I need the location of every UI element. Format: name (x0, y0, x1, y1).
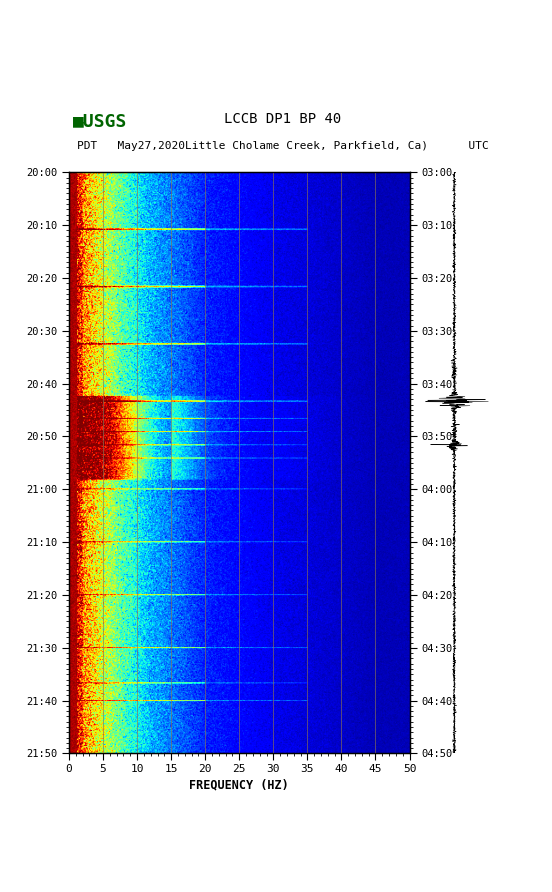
Text: 45: 45 (369, 764, 382, 773)
Text: PDT   May27,2020Little Cholame Creek, Parkfield, Ca)      UTC: PDT May27,2020Little Cholame Creek, Park… (77, 141, 489, 151)
Text: FREQUENCY (HZ): FREQUENCY (HZ) (189, 779, 289, 792)
Text: 50: 50 (403, 764, 416, 773)
Text: 20: 20 (199, 764, 212, 773)
Text: 35: 35 (301, 764, 314, 773)
Text: LCCB DP1 BP 40: LCCB DP1 BP 40 (224, 112, 342, 127)
Text: 30: 30 (267, 764, 280, 773)
Text: 0: 0 (66, 764, 72, 773)
Text: 15: 15 (164, 764, 178, 773)
Text: 5: 5 (100, 764, 107, 773)
Text: ■USGS: ■USGS (73, 112, 128, 130)
Text: 10: 10 (130, 764, 144, 773)
Text: 25: 25 (232, 764, 246, 773)
Text: 40: 40 (335, 764, 348, 773)
